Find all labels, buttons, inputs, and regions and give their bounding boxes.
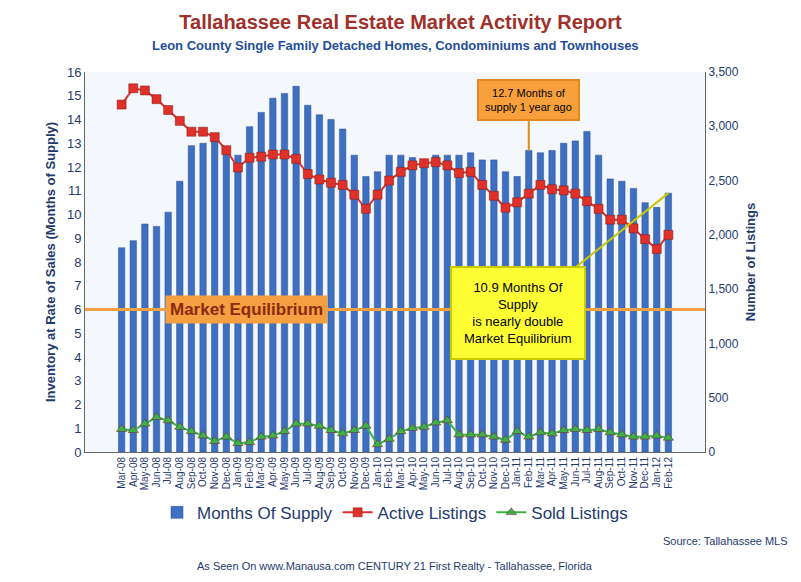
svg-text:Mar-10: Mar-10 [395,457,406,489]
svg-text:3,500: 3,500 [708,65,738,79]
svg-text:0: 0 [708,445,715,459]
svg-text:Apr-08: Apr-08 [128,457,139,487]
svg-text:10: 10 [67,207,81,222]
svg-text:Dec-08: Dec-08 [221,457,232,490]
svg-text:Jun-08: Jun-08 [151,457,162,488]
svg-text:12.7 Months ofsupply 1 year ag: 12.7 Months ofsupply 1 year ago [485,87,572,113]
svg-text:Jan-09: Jan-09 [232,457,243,488]
svg-text:Mar-09: Mar-09 [255,457,266,489]
svg-text:Inventory at Rate of Sales (Mo: Inventory at Rate of Sales (Months of Su… [43,122,58,402]
svg-text:Feb-10: Feb-10 [383,457,394,489]
svg-text:8: 8 [74,255,81,270]
svg-text:Apr-09: Apr-09 [267,457,278,487]
svg-text:5: 5 [74,326,81,341]
svg-text:Oct-08: Oct-08 [197,457,208,487]
svg-text:Apr-10: Apr-10 [407,457,418,487]
svg-text:Nov-08: Nov-08 [209,457,220,490]
svg-text:Sep-09: Sep-09 [325,457,336,490]
svg-text:9: 9 [74,231,81,246]
svg-text:Dec-11: Dec-11 [639,457,650,489]
svg-text:Jun-09: Jun-09 [290,457,301,488]
svg-text:Jul-10: Jul-10 [442,457,453,485]
svg-text:Mar-08: Mar-08 [116,457,127,489]
svg-text:May-10: May-10 [418,457,429,491]
svg-text:Market Equilibrium: Market Equilibrium [170,300,323,319]
svg-text:Dec-10: Dec-10 [500,457,511,490]
svg-text:Aug-09: Aug-09 [314,457,325,490]
svg-text:11: 11 [68,183,82,198]
svg-text:Oct-11: Oct-11 [616,457,627,487]
svg-text:Nov-11: Nov-11 [628,457,639,489]
svg-text:May-11: May-11 [558,457,569,490]
svg-text:10.9 Months OfSupplyis nearly: 10.9 Months OfSupplyis nearly doubleMark… [464,280,572,346]
svg-text:Jan-11: Jan-11 [511,457,522,487]
svg-text:May-09: May-09 [279,457,290,491]
svg-text:Active Listings: Active Listings [378,504,487,523]
svg-text:0: 0 [74,445,81,460]
svg-text:3: 3 [74,373,81,388]
svg-text:12: 12 [67,160,81,175]
svg-text:Sep-11: Sep-11 [604,457,615,489]
svg-text:13: 13 [67,136,81,151]
svg-text:Aug-08: Aug-08 [174,457,185,490]
svg-text:1,500: 1,500 [708,282,738,296]
svg-text:2,500: 2,500 [708,174,738,188]
svg-text:Number of Listings: Number of Listings [743,203,758,321]
svg-text:1: 1 [74,421,81,436]
svg-text:16: 16 [67,65,81,80]
svg-text:Dec-09: Dec-09 [360,457,371,490]
svg-text:Leon County Single Family Deta: Leon County Single Family Detached Homes… [152,38,639,53]
svg-text:Oct-09: Oct-09 [337,457,348,487]
svg-text:Sep-08: Sep-08 [186,457,197,490]
svg-text:Sold Listings: Sold Listings [531,504,627,523]
svg-text:15: 15 [67,88,81,103]
svg-text:4: 4 [74,350,81,365]
svg-text:Source: Tallahassee MLS: Source: Tallahassee MLS [663,535,788,547]
svg-text:500: 500 [708,391,728,405]
svg-text:Feb-12: Feb-12 [663,457,674,489]
svg-text:7: 7 [74,278,81,293]
svg-text:Feb-09: Feb-09 [244,457,255,489]
svg-text:2: 2 [74,397,81,412]
svg-text:Jul-09: Jul-09 [302,457,313,485]
svg-text:Months Of Supply: Months Of Supply [197,504,333,523]
svg-text:Jul-11: Jul-11 [581,457,592,484]
svg-text:Mar-11: Mar-11 [535,457,546,488]
svg-text:Jun-11: Jun-11 [570,457,581,487]
svg-text:Sep-10: Sep-10 [465,457,476,490]
svg-text:Aug-10: Aug-10 [453,457,464,490]
svg-text:Nov-10: Nov-10 [488,457,499,490]
svg-text:Nov-09: Nov-09 [349,457,360,490]
svg-text:Jun-10: Jun-10 [430,457,441,488]
svg-text:14: 14 [67,112,81,127]
svg-text:Jan-10: Jan-10 [372,457,383,488]
svg-text:1,000: 1,000 [708,337,738,351]
svg-text:As Seen On www.Manausa.com CEN: As Seen On www.Manausa.com CENTURY 21 Fi… [197,560,593,572]
svg-text:2,000: 2,000 [708,228,738,242]
svg-text:6: 6 [74,302,81,317]
svg-text:Oct-10: Oct-10 [477,457,488,487]
svg-text:Feb-11: Feb-11 [523,457,534,488]
svg-text:3,000: 3,000 [708,119,738,133]
svg-text:May-08: May-08 [139,457,150,491]
svg-text:Aug-11: Aug-11 [593,457,604,489]
svg-text:Jan-12: Jan-12 [651,457,662,488]
svg-text:Jul-08: Jul-08 [162,457,173,485]
svg-text:Apr-11: Apr-11 [546,457,557,487]
svg-text:Tallahassee Real Estate Market: Tallahassee Real Estate Market Activity … [179,11,622,33]
